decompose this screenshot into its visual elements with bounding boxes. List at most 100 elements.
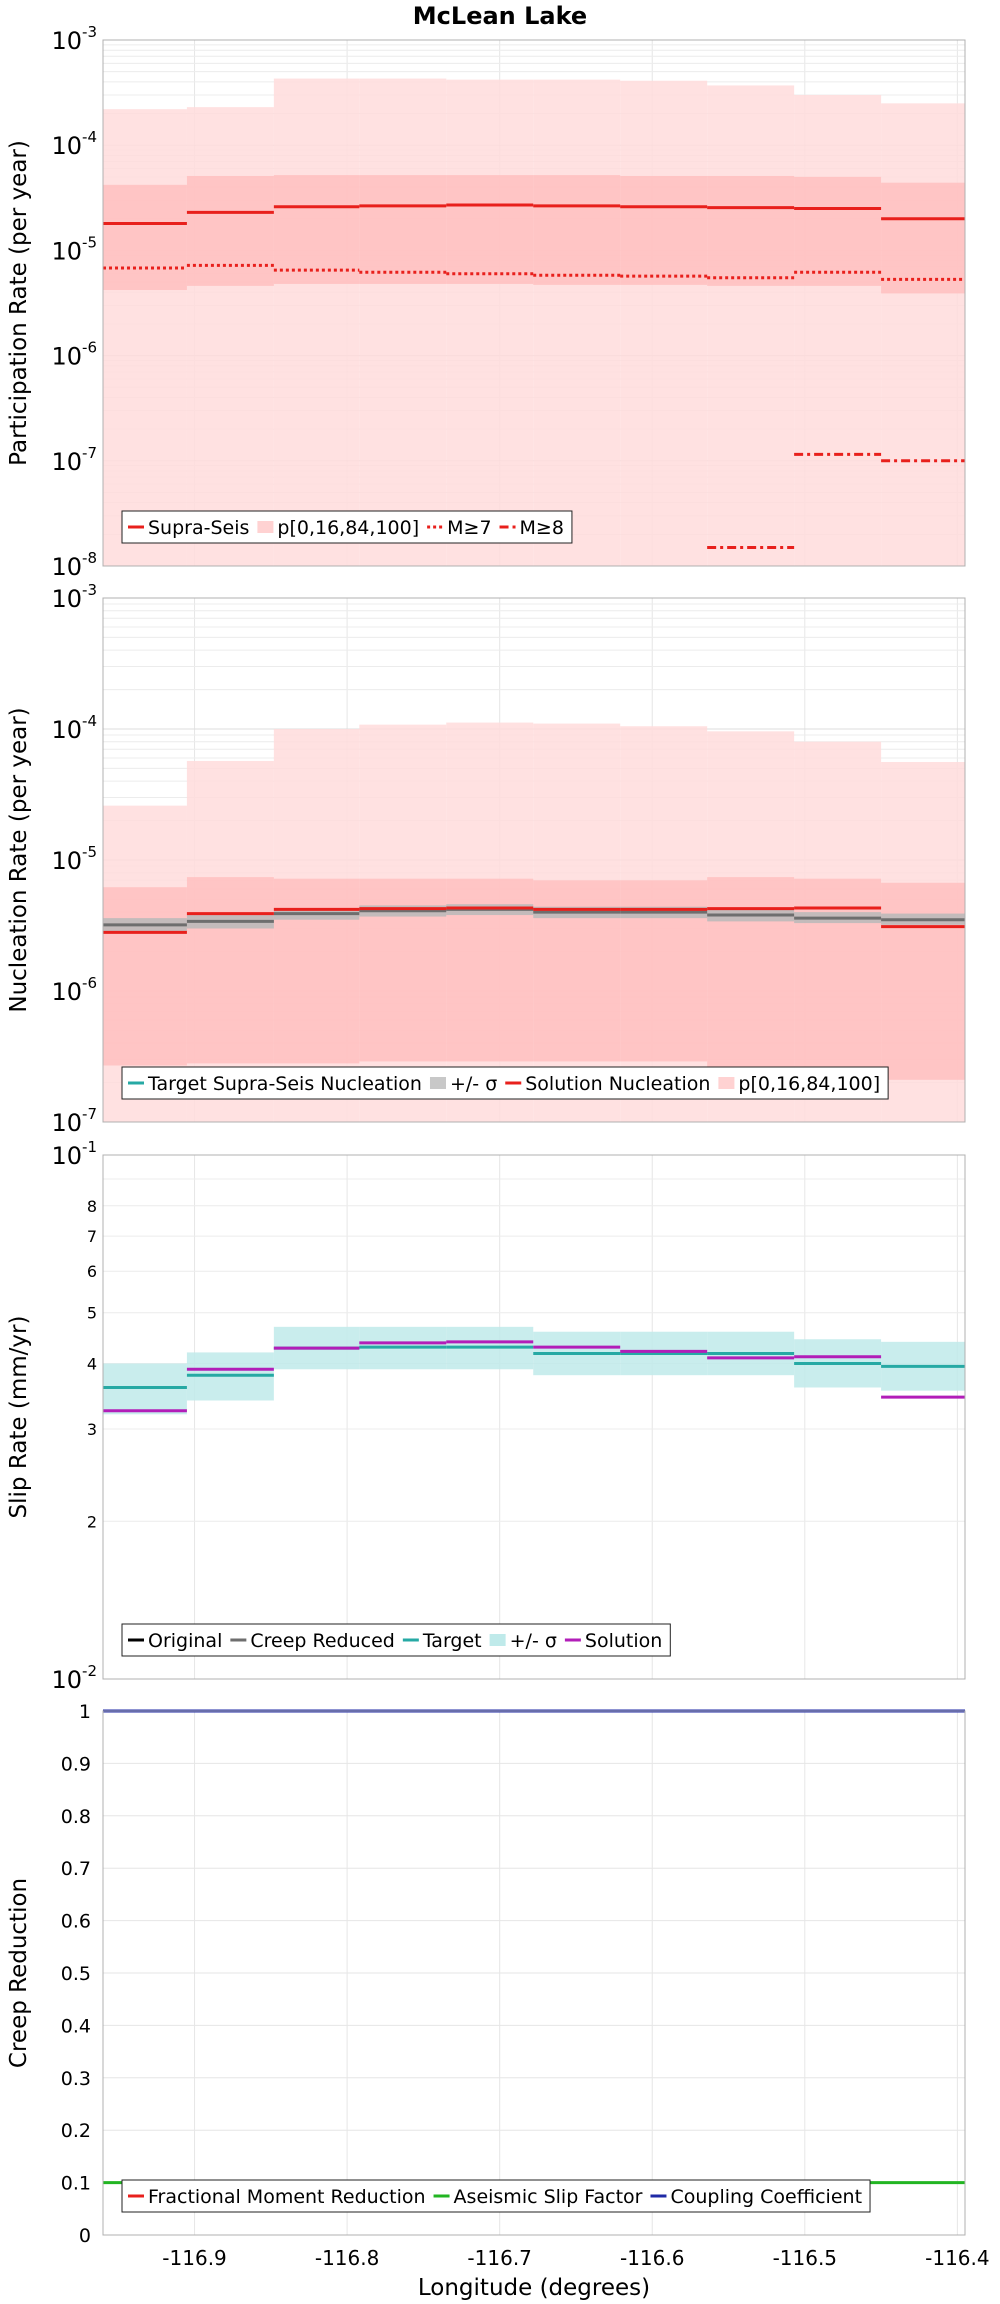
legend-label: M≥8 — [520, 517, 564, 539]
x-tick-label: -116.7 — [467, 2246, 531, 2270]
y-axis-label: Slip Rate (mm/yr) — [6, 1316, 32, 1519]
y-tick-label: 10-2 — [51, 1662, 97, 1694]
plot-area — [103, 1155, 965, 1679]
y-tick-label: 5 — [87, 1304, 97, 1323]
band-rect — [794, 878, 882, 1078]
legend-label: Solution — [585, 1630, 662, 1652]
y-tick-label: 10-6 — [51, 339, 97, 371]
band-rect — [273, 175, 360, 284]
y-tick-label: 10-3 — [51, 23, 97, 55]
band-rect — [620, 80, 708, 566]
band-rect — [707, 175, 795, 286]
legend-label: Creep Reduced — [250, 1630, 394, 1652]
legend-label: Original — [148, 1630, 222, 1652]
legend-label: Solution Nucleation — [525, 1073, 710, 1095]
y-axis-label: Participation Rate (per year) — [6, 140, 32, 466]
plot-frame — [102, 1154, 966, 1680]
panel-creep: 0 0.1 0.2 0.3 0.4 0.5 0.6 0.7 0.8 0.9 1 Creep Reduc… — [6, 1701, 966, 2247]
legend-label: Aseismic Slip Factor — [454, 2186, 643, 2208]
legend-label: p[0,16,84,100] — [738, 1073, 880, 1095]
y-tick-label: 10-8 — [51, 549, 97, 581]
band-rect — [707, 85, 795, 567]
y-tick-label: 4 — [87, 1355, 97, 1374]
y-tick-label: 0.9 — [61, 1753, 91, 1775]
y-tick-label: 0.2 — [61, 2120, 91, 2142]
band-rect — [273, 878, 360, 1064]
y-tick-label: 1 — [79, 1701, 91, 1723]
band-rect — [103, 887, 187, 1066]
y-tick-label: 10-5 — [51, 843, 97, 875]
band-rect — [881, 882, 965, 1080]
y-tick-label: 10-5 — [51, 233, 97, 265]
y-tick-label: 0.6 — [61, 1911, 91, 1933]
y-tick-label: 10-4 — [51, 128, 97, 160]
y-tick-label: 0.4 — [61, 2015, 91, 2037]
plot-frame — [102, 597, 966, 1123]
band-rect — [881, 103, 965, 567]
legend-label: p[0,16,84,100] — [277, 517, 419, 539]
legend-label: Coupling Coefficient — [670, 2186, 862, 2208]
y-tick-label: 8 — [87, 1197, 97, 1216]
band-rect — [794, 95, 882, 567]
y-tick-label: 10-3 — [51, 581, 97, 613]
y-tick-label: 10-7 — [51, 1105, 97, 1137]
y-tick-label: 10-6 — [51, 974, 97, 1006]
y-axis-label: Nucleation Rate (per year) — [6, 707, 32, 1012]
x-tick-label: -116.6 — [620, 2246, 684, 2270]
y-tick-label: 10-4 — [51, 712, 97, 744]
panel-participation: 10-8 10-7 10-6 10-5 10-4 10-3 Participation Ra… — [6, 23, 966, 581]
band-rect — [186, 175, 274, 286]
plot-frame — [102, 39, 966, 567]
y-tick-label: 0.5 — [61, 1963, 91, 1985]
legend-swatch — [489, 1634, 506, 1646]
legend-label: +/- σ — [510, 1630, 557, 1652]
legend-label: M≥7 — [447, 517, 491, 539]
band-rect — [446, 175, 534, 284]
band-rect — [103, 184, 187, 291]
y-tick-label: 10-1 — [51, 1138, 97, 1170]
band-rect — [707, 877, 795, 1078]
x-tick-label: -116.5 — [773, 2246, 837, 2270]
band-rect — [881, 182, 965, 294]
y-tick-label: 0.7 — [61, 1858, 91, 1880]
band-rect — [273, 78, 360, 567]
legend: Fractional Moment Reduction Aseismic Slip… — [121, 2179, 871, 2213]
y-tick-label: 0.8 — [61, 1806, 91, 1828]
legend-swatch — [257, 521, 274, 533]
legend-label: Target Supra-Seis Nucleation — [147, 1073, 422, 1095]
legend: Target Supra-Seis Nucleation +/- σ Solutio… — [121, 1066, 889, 1100]
y-tick-label: 6 — [87, 1262, 97, 1281]
band-rect — [359, 175, 447, 284]
legend-box — [121, 2179, 871, 2213]
chart-title: McLean Lake — [413, 2, 587, 30]
legend: Original Creep Reduced Target +/- σ Solution — [121, 1623, 671, 1657]
y-tick-label: 0.1 — [61, 2173, 91, 2195]
plot-frame — [102, 1710, 966, 2236]
y-tick-label: 7 — [87, 1227, 97, 1246]
band-rect — [620, 175, 708, 285]
legend-swatch — [429, 1077, 446, 1089]
legend-box — [121, 1066, 889, 1100]
legend-label: Fractional Moment Reduction — [148, 2186, 426, 2208]
band-rect — [186, 877, 274, 1064]
panel-nucleation: 10-7 10-6 10-5 10-4 10-3 Nucleation Rate (per… — [6, 581, 966, 1137]
band-rect — [794, 176, 882, 286]
y-tick-label: 10-7 — [51, 444, 97, 476]
x-tick-label: -116.9 — [162, 2246, 226, 2270]
legend: Supra-Seis p[0,16,84,100] M≥7 M≥8 — [121, 510, 573, 544]
y-tick-label: 3 — [87, 1420, 97, 1439]
legend-label: Supra-Seis — [148, 517, 249, 539]
y-tick-label: 2 — [87, 1512, 97, 1531]
y-tick-label: 0 — [79, 2225, 91, 2247]
x-axis-label: Longitude (degrees) — [418, 2275, 650, 2300]
x-tick-label: -116.8 — [315, 2246, 379, 2270]
x-tick-label: -116.4 — [925, 2246, 989, 2270]
legend-box — [121, 510, 573, 544]
panel-slip: 10-2 2 3 4 5 6 7 8 10-1 Slip Rate (mm/yr) Original… — [6, 1138, 966, 1694]
band-rect — [103, 109, 187, 567]
band-rect — [446, 79, 534, 566]
band-rect — [359, 78, 447, 567]
legend-swatch — [718, 1077, 735, 1089]
